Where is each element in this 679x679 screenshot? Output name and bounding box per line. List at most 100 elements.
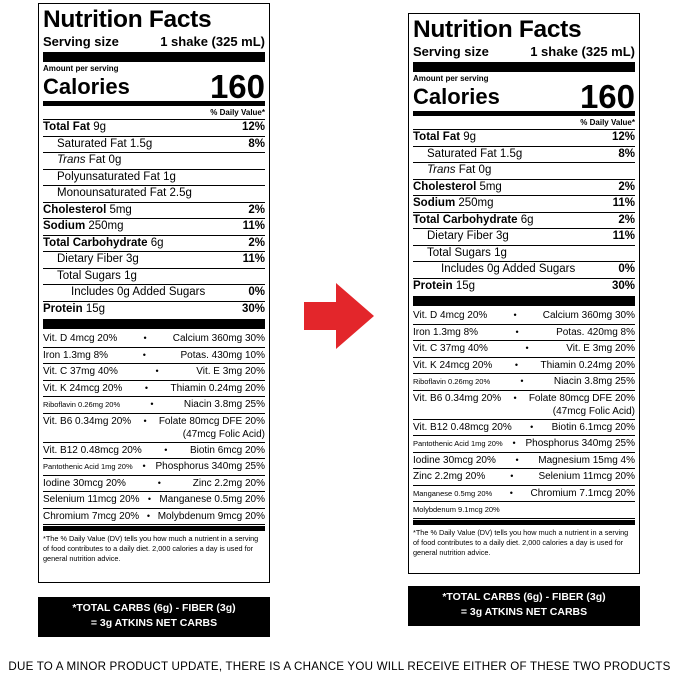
vitamin-right-note: (47mcg Folic Acid)	[552, 405, 635, 417]
bullet-separator: •	[157, 477, 161, 488]
nutrient-row: Total Carbohydrate 6g 2%	[43, 236, 265, 252]
vitamin-left: Selenium 11mcg 20%	[43, 494, 140, 505]
nutrient-row: Total Sugars 1g	[413, 246, 635, 262]
nutrient-row: Sodium 250mg 11%	[413, 196, 635, 213]
vitamin-row: Chromium 7mcg 20% • Molybdenum 9mcg 20%	[43, 509, 265, 525]
divider-thick	[413, 296, 635, 306]
vitamin-row: Vit. K 24mcg 20% • Thiamin 0.24mg 20%	[43, 381, 265, 397]
nutrient-row: Cholesterol 5mg 2%	[43, 203, 265, 219]
nutrient-row: Monounsaturated Fat 2.5g	[43, 186, 265, 203]
bullet-separator: •	[155, 366, 159, 376]
amount-per-serving: Amount per serving	[413, 74, 489, 83]
vitamin-row: Vit. B6 0.34mg 20% • Folate 80mcg DFE 20%(…	[43, 414, 265, 443]
calories-label: Calories	[43, 74, 130, 99]
bullet-separator: •	[142, 349, 146, 360]
nutrient-row: Includes 0g Added Sugars 0%	[413, 262, 635, 279]
vitamin-row: Iron 1.3mg 8% • Potas. 420mg 8%	[413, 325, 635, 341]
vitamin-left: Pantothenic Acid 1mg 20%	[43, 462, 133, 471]
divider-thick	[413, 62, 635, 72]
arrow-shape	[304, 283, 374, 349]
vitamin-row: Vit. B12 0.48mcg 20% • Biotin 6mcg 20%	[43, 443, 265, 459]
vitamin-right: Zinc 2.2mg 20%	[192, 477, 265, 489]
net-carbs-box-new: *TOTAL CARBS (6g) - FIBER (3g) = 3g ATKI…	[408, 586, 640, 626]
nutrient-row: Polyunsaturated Fat 1g	[43, 170, 265, 186]
nutrient-row: Cholesterol 5mg 2%	[413, 180, 635, 196]
vitamin-left: Molybdenum 9.1mcg 20%	[413, 505, 500, 514]
bullet-separator: •	[512, 438, 516, 448]
vitamin-row: Iron 1.3mg 8% • Potas. 430mg 10%	[43, 348, 266, 364]
serving-size-label: Serving size	[43, 34, 119, 49]
right-arrow-icon	[304, 283, 374, 349]
vitamin-right: Molybdenum 9mcg 20%	[157, 510, 265, 522]
vitamin-right: Vit. E 3mg 20%	[566, 343, 635, 354]
vitamin-right-note: (47mcg Folic Acid)	[182, 428, 265, 440]
net-carbs-line1: *TOTAL CARBS (6g) - FIBER (3g)	[72, 602, 236, 614]
vitamin-left: Vit. B12 0.48mcg 20%	[43, 444, 142, 456]
vitamin-row: Vit. D 4mcg 20% • Calcium 360mg 30%	[43, 331, 265, 348]
vitamin-left: Vit. D 4mcg 20%	[413, 310, 488, 321]
bullet-separator: •	[143, 333, 147, 343]
bullet-separator: •	[144, 382, 148, 393]
vitamin-left: Zinc 2.2mg 20%	[413, 471, 486, 482]
nutrient-row: Trans Fat 0g	[413, 163, 635, 180]
bullet-separator: •	[515, 454, 519, 465]
vitamin-left: Vit. C 37mg 40%	[43, 366, 118, 377]
vitamin-row: Vit. C 37mg 40% • Vit. E 3mg 20%	[43, 364, 265, 381]
vitamin-row: Iodine 30mcg 20% • Zinc 2.2mg 20%	[43, 476, 265, 492]
divider-thick	[43, 319, 265, 329]
daily-value-header: % Daily Value*	[413, 117, 635, 130]
footnote: *The % Daily Value (DV) tells you how mu…	[413, 527, 629, 557]
vitamin-right: Potas. 430mg 10%	[180, 349, 266, 361]
nutrition-label-new: Nutrition Facts Serving size 1 shake (32…	[408, 13, 640, 574]
vitamin-right: Folate 80mcg DFE 20%	[528, 392, 635, 404]
vitamin-left: Iodine 30mcg 20%	[413, 454, 496, 466]
vitamin-right: Calcium 360mg 30%	[542, 310, 635, 321]
vitamin-row: Vit. C 37mg 40% • Vit. E 3mg 20%	[413, 341, 635, 358]
net-carbs-box-old: *TOTAL CARBS (6g) - FIBER (3g) = 3g ATKI…	[38, 597, 270, 637]
divider-medium	[43, 101, 265, 106]
vitamin-row: Iodine 30mcg 20% • Magnesium 15mg 4%	[413, 453, 635, 469]
vitamin-right: Calcium 360mg 30%	[172, 333, 265, 344]
vitamin-row: Vit. K 24mcg 20% • Thiamin 0.24mg 20%	[413, 358, 635, 374]
vitamin-right: Biotin 6.1mcg 20%	[551, 421, 635, 433]
vitamin-right-group: Folate 80mcg DFE 20% (47mcg Folic Acid)	[529, 392, 635, 418]
calories-row: Calories 160	[43, 70, 265, 103]
calories-row: Calories 160	[413, 80, 635, 113]
bullet-separator: •	[513, 310, 517, 320]
bullet-separator: •	[513, 392, 517, 403]
vitamin-left: Vit. K 24mcg 20%	[43, 382, 123, 394]
vitamin-left: Iron 1.3mg 8%	[43, 349, 109, 361]
vitamin-left: Vit. B6 0.34mg 20%	[43, 415, 132, 427]
net-carbs-line2: = 3g ATKINS NET CARBS	[460, 606, 588, 618]
divider-medium	[413, 111, 635, 116]
vitamin-row: Zinc 2.2mg 20% • Selenium 11mcg 20%	[413, 469, 635, 486]
amount-per-serving: Amount per serving	[43, 64, 119, 73]
vitamin-left: Vit. C 37mg 40%	[413, 343, 488, 354]
nutrient-row: Total Carbohydrate 6g 2%	[413, 213, 635, 229]
nutrient-row: Trans Fat 0g	[43, 153, 265, 170]
vitamin-left: Vit. K 24mcg 20%	[413, 359, 493, 371]
bullet-separator: •	[510, 471, 514, 481]
vitamin-row: Manganese 0.5mg 20% • Chromium 7.1mcg 20%	[413, 486, 635, 502]
vitamin-row: Selenium 11mcg 20% • Manganese 0.5mg 20%	[43, 492, 265, 509]
vitamin-list: Vit. D 4mcg 20% • Calcium 360mg 30% Iron 1.…	[413, 308, 635, 519]
vitamin-left: Vit. B6 0.34mg 20%	[413, 392, 502, 404]
nutrient-row: Saturated Fat 1.5g 8%	[413, 147, 635, 163]
nutrient-list: Total Fat 9g 12% Saturated Fat 1.5g 8% Tra…	[43, 120, 265, 317]
vitamin-row: Riboflavin 0.26mg 20% • Niacin 3.8mg 25%	[43, 397, 265, 414]
vitamin-right: Phosphorus 340mg 25%	[525, 438, 635, 449]
vitamin-left: Vit. B12 0.48mcg 20%	[413, 421, 512, 433]
bullet-separator: •	[525, 343, 529, 353]
nutrient-row: Dietary Fiber 3g 11%	[413, 229, 635, 246]
vitamin-row: Vit. B12 0.48mcg 20% • Biotin 6.1mcg 20%	[413, 420, 635, 436]
serving-size: Serving size 1 shake (325 mL)	[43, 34, 265, 50]
vitamin-list: Vit. D 4mcg 20% • Calcium 360mg 30% Iron 1.…	[43, 331, 265, 525]
vitamin-left: Iodine 30mcg 20%	[43, 477, 126, 489]
vitamin-right: Magnesium 15mg 4%	[538, 454, 635, 466]
vitamin-row: Vit. B6 0.34mg 20% • Folate 80mcg DFE 20%(…	[413, 391, 635, 420]
calories-label: Calories	[413, 84, 500, 109]
nutrient-row: Dietary Fiber 3g 11%	[43, 252, 265, 269]
label-title: Nutrition Facts	[43, 6, 212, 33]
vitamin-row: Pantothenic Acid 1mg 20% • Phosphorus 340m…	[43, 459, 265, 476]
divider-thick	[43, 52, 265, 62]
